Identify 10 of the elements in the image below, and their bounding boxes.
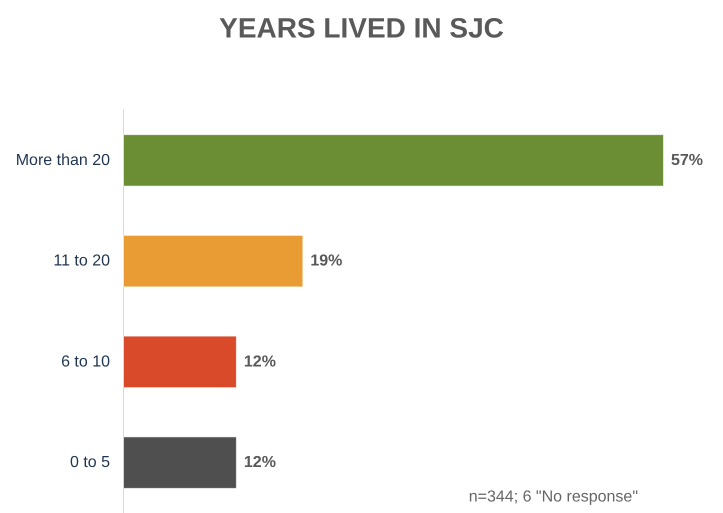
data-label: 19% — [310, 252, 342, 270]
y-tick-label: 11 to 20 — [53, 252, 110, 270]
chart-title: YEARS LIVED IN SJC — [219, 12, 504, 44]
annotation: n=344; 6 "No response" — [468, 488, 638, 506]
data-label: 57% — [671, 152, 704, 169]
y-tick-label: 6 to 10 — [61, 353, 110, 370]
data-label: 12% — [244, 454, 276, 472]
y-tick-label: 0 to 5 — [70, 454, 110, 472]
y-tick-label: More than 20 — [16, 152, 110, 169]
data-label: 12% — [244, 353, 276, 370]
